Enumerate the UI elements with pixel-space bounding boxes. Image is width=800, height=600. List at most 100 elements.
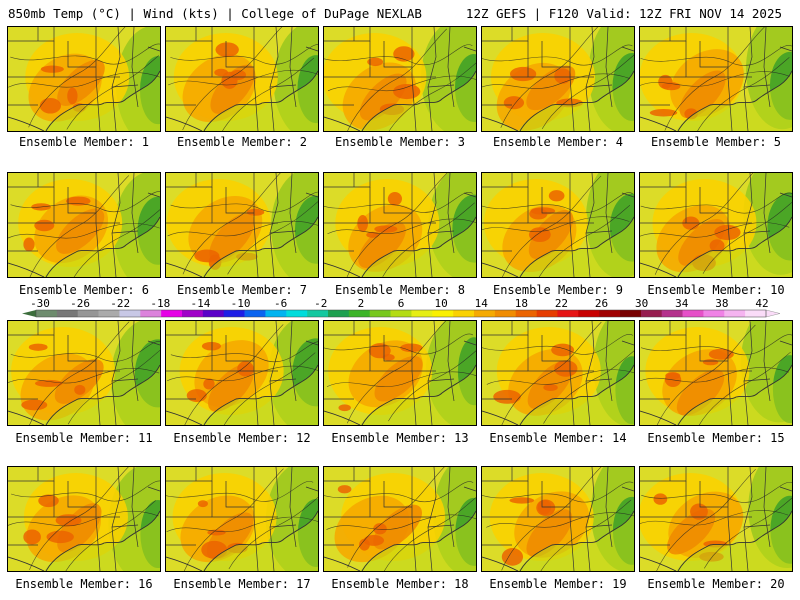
colorbar-swatch: [640, 310, 663, 317]
temperature-field-map: [324, 467, 476, 571]
ensemble-map-panel: [323, 320, 477, 426]
state-boundaries: [166, 321, 318, 425]
state-boundaries: [482, 27, 634, 131]
ensemble-member-label: Ensemble Member: 6: [18, 283, 150, 297]
ensemble-member-label: Ensemble Member: 16: [15, 577, 153, 591]
temperature-field-map: [166, 27, 318, 131]
ensemble-map-panel: [639, 172, 793, 278]
colorbar-swatch: [390, 310, 412, 317]
colorbar-tick-label: 38: [715, 297, 728, 310]
height-contours: [8, 467, 160, 571]
height-contours: [324, 173, 476, 277]
height-contours: [168, 27, 318, 131]
height-contours: [8, 27, 160, 130]
ensemble-member-label: Ensemble Member: 15: [647, 431, 785, 445]
temperature-field-map: [166, 173, 318, 277]
temperature-field-map: [324, 321, 476, 425]
colorbar-tick-label: 22: [555, 297, 568, 310]
ensemble-member-label: Ensemble Member: 2: [176, 135, 308, 149]
temperature-field-map: [640, 321, 792, 425]
state-boundaries: [8, 173, 160, 277]
colorbar-swatch: [515, 310, 537, 317]
ensemble-map-panel: [7, 26, 161, 132]
state-boundaries: [8, 321, 160, 425]
colorbar-tick-label: 26: [595, 297, 608, 310]
ensemble-member-label: Ensemble Member: 20: [647, 577, 785, 591]
ensemble-map-panel: [165, 172, 319, 278]
colorbar-swatch: [244, 310, 266, 317]
colorbar-swatch: [36, 310, 58, 317]
ensemble-member-label: Ensemble Member: 14: [489, 431, 627, 445]
colorbar-swatch: [661, 310, 683, 317]
state-boundaries: [8, 27, 160, 131]
ensemble-member-label: Ensemble Member: 7: [176, 283, 308, 297]
ensemble-map-panel: [7, 172, 161, 278]
colorbar-swatch: [745, 310, 767, 317]
ensemble-map-panel: [323, 172, 477, 278]
colorbar-right-arrow: [765, 309, 781, 318]
colorbar-tick-label: 30: [635, 297, 648, 310]
colorbar-swatch: [98, 310, 120, 317]
colorbar-swatch: [578, 310, 600, 317]
height-contours: [166, 324, 318, 425]
state-boundaries: [324, 27, 476, 131]
ensemble-map-panel: [639, 26, 793, 132]
height-contours: [324, 28, 476, 131]
colorbar-swatch: [202, 310, 225, 317]
height-contours: [482, 175, 633, 277]
height-contours: [8, 321, 160, 425]
ensemble-map-panel: [481, 26, 635, 132]
state-boundaries: [166, 173, 318, 277]
ensemble-map-panel: [7, 466, 161, 572]
temperature-field-map: [8, 173, 160, 277]
ensemble-map-panel: [481, 320, 635, 426]
temperature-field-map: [324, 27, 476, 131]
temperature-field-map: [640, 467, 792, 571]
ensemble-member-label: Ensemble Member: 17: [173, 577, 311, 591]
ensemble-member-label: Ensemble Member: 9: [492, 283, 624, 297]
ensemble-member-label: Ensemble Member: 13: [331, 431, 469, 445]
state-boundaries: [640, 321, 792, 425]
state-boundaries: [166, 467, 318, 571]
height-contours: [166, 468, 318, 571]
colorbar-tick-label: 14: [475, 297, 489, 310]
colorbar-swatch: [348, 310, 371, 317]
colorbar-tick-label: -30: [30, 297, 50, 310]
colorbar-swatch: [411, 310, 433, 317]
colorbar-swatch: [536, 310, 558, 317]
colorbar-tick-label: -10: [231, 297, 251, 310]
temperature-field-map: [482, 27, 634, 131]
ensemble-member-label: Ensemble Member: 18: [331, 577, 469, 591]
state-boundaries: [640, 173, 792, 277]
ensemble-member-label: Ensemble Member: 19: [489, 577, 627, 591]
state-boundaries: [8, 467, 160, 571]
height-contours: [640, 468, 792, 571]
colorbar-swatch: [494, 310, 517, 317]
ensemble-map-panel: [639, 320, 793, 426]
colorbar-swatch: [369, 310, 391, 317]
temperature-field-map: [8, 321, 160, 425]
ensemble-map-panel: [323, 466, 477, 572]
colorbar-swatch: [223, 310, 245, 317]
height-contours: [8, 175, 160, 277]
colorbar-swatch: [724, 310, 746, 317]
colorbar-tick-label: 42: [755, 297, 768, 310]
state-boundaries: [482, 321, 634, 425]
colorbar-tick-label: 10: [434, 297, 447, 310]
ensemble-member-label: Ensemble Member: 10: [647, 283, 785, 297]
colorbar-left-arrow: [22, 310, 36, 317]
colorbar-swatch: [557, 310, 579, 317]
ensemble-member-label: Ensemble Member: 5: [650, 135, 782, 149]
colorbar-swatch: [682, 310, 704, 317]
colorbar-tick-label: 34: [675, 297, 689, 310]
colorbar-tick-label: 18: [515, 297, 528, 310]
height-contours: [324, 467, 476, 571]
ensemble-map-panel: [639, 466, 793, 572]
colorbar-swatch: [161, 310, 183, 317]
ensemble-map-panel: [165, 320, 319, 426]
temperature-field-map: [482, 173, 634, 277]
ensemble-map-panel: [481, 172, 635, 278]
temperature-colorbar: -30 -26 -22 -18 -14 -10 -6 -2 2 6 10 14 18 22 26 30 34 38…: [22, 297, 781, 318]
height-contours: [482, 27, 634, 130]
height-contours: [640, 324, 792, 425]
